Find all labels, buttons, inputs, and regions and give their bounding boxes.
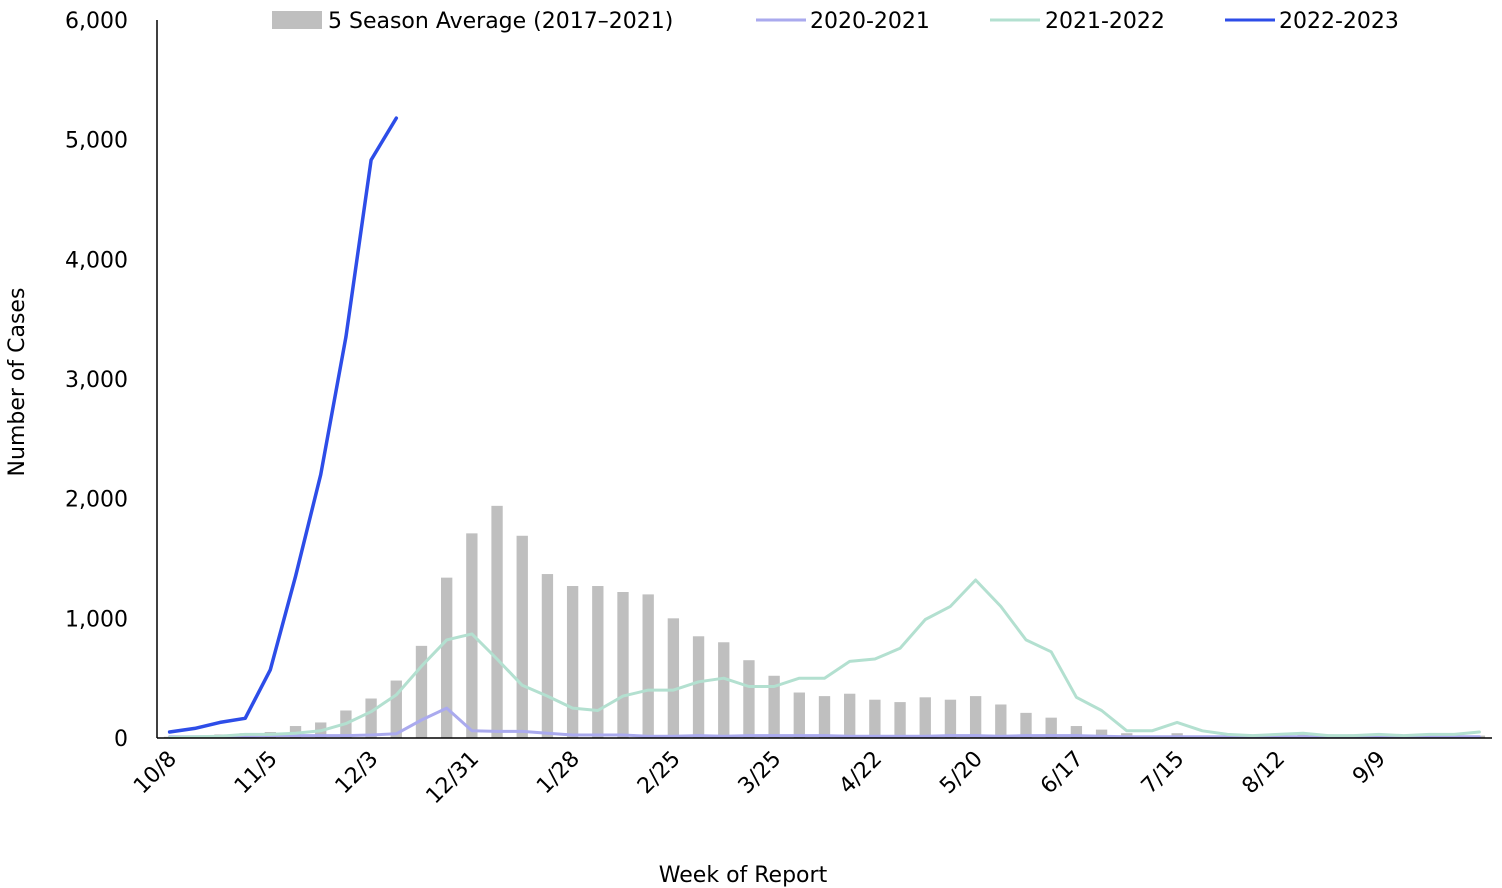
average-bar [869,699,881,738]
y-axis-title: Number of Cases [5,288,30,477]
average-bar [995,704,1007,738]
average-bar [642,594,654,738]
legend-item-average: 5 Season Average (2017–2021) [272,9,673,34]
y-tick-label: 3,000 [65,368,128,393]
average-bar [692,636,705,738]
legend-item-2021-2022: 2021-2022 [990,9,1165,34]
x-tick-label: 1/28 [532,747,585,800]
average-bar [1070,726,1083,738]
average-bar [541,574,554,738]
x-tick-label: 9/9 [1348,747,1391,790]
average-bar [441,577,453,738]
average-bar [718,642,730,738]
x-tick-label: 11/5 [230,747,283,800]
average-bar [365,698,377,738]
average-bar [415,645,428,738]
average-bar [919,697,931,738]
y-axis-ticks: 0 1,000 2,000 3,000 4,000 5,000 6,000 [65,9,128,752]
legend-item-2022-2023: 2022-2023 [1225,9,1399,34]
line-2021-2022 [168,578,1481,739]
legend-label-2021-2022: 2021-2022 [1045,9,1165,34]
average-bar [566,586,579,738]
y-tick-label: 2,000 [65,488,128,513]
average-bar [592,586,604,738]
y-tick-label: 6,000 [65,9,128,34]
average-bar [793,692,805,738]
legend-label-average: 5 Season Average (2017–2021) [328,9,673,34]
average-bar [818,696,831,738]
average-bars [163,505,1486,738]
average-bar [491,505,503,738]
average-bar [768,675,780,738]
x-tick-label: 7/15 [1137,747,1190,800]
x-axis-ticks: 10/8 11/5 12/3 12/31 1/28 2/25 3/25 4/22 5/20 6/1… [129,747,1391,810]
y-tick-label: 1,000 [65,607,128,632]
legend-item-2020-2021: 2020-2021 [756,9,930,34]
legend-swatch-average [272,11,322,29]
average-bar [894,702,906,738]
x-axis-title: Week of Report [659,863,828,888]
legend-label-2020-2021: 2020-2021 [810,9,930,34]
x-tick-label: 12/31 [422,747,485,810]
average-bar [944,699,957,738]
average-bar [390,680,402,738]
average-bar [844,693,856,738]
x-tick-label: 2/25 [633,747,686,800]
average-bar [969,696,982,738]
average-bar [516,535,528,738]
series-lines [167,116,1481,739]
x-tick-label: 10/8 [129,747,182,800]
x-tick-label: 12/3 [331,747,384,800]
line-2022-2023 [167,116,399,734]
x-tick-label: 3/25 [734,747,787,800]
average-bar [617,592,629,738]
average-bar [1020,712,1032,738]
average-bar [667,618,680,738]
legend: 5 Season Average (2017–2021) 2020-2021 2… [272,9,1399,34]
x-tick-label: 6/17 [1036,747,1089,800]
x-tick-label: 5/20 [935,747,988,800]
y-tick-label: 5,000 [65,129,128,154]
y-tick-label: 4,000 [65,248,128,273]
legend-label-2022-2023: 2022-2023 [1279,9,1399,34]
average-bar [1095,729,1108,738]
average-bar [743,660,755,738]
x-tick-label: 8/12 [1238,747,1291,800]
average-bar [1045,717,1057,738]
y-tick-label: 0 [114,727,128,752]
line-2020-2021 [168,706,1481,739]
x-tick-label: 4/22 [835,747,888,800]
